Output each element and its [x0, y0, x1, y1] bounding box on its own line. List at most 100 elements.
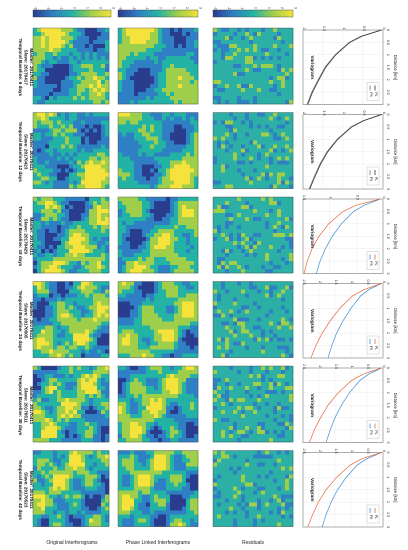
original-interferogram-panel [32, 450, 110, 527]
row-label: Phase Linked Interferograms [126, 540, 191, 546]
legend-label: PS [369, 261, 373, 266]
series-line-ps [325, 367, 382, 443]
slave-date: Slave: 20170423 [24, 134, 29, 170]
y-tick-label: 1 [350, 281, 354, 283]
series-line-ps [315, 198, 381, 274]
legend-label: PS [369, 430, 373, 435]
temporal-baseline: Temporal Baseline: 24 days [18, 291, 23, 352]
master-date: Master: 20170411 [29, 302, 34, 340]
series-line-pl [309, 114, 382, 190]
colorbar-tick-label: 3 [199, 7, 203, 9]
master-date: Master: 20170411 [29, 217, 34, 255]
x-tick-label: 3 [386, 357, 390, 359]
x-tick-label: 2.5 [386, 259, 390, 264]
colorbar-tick-label: -1 [60, 6, 64, 9]
temporal-baseline: Temporal Baseline: 12 days [18, 122, 23, 183]
original-interferogram-panel [32, 196, 110, 274]
x-tick-label: 0 [386, 114, 390, 116]
colorbar-tick-label: 2 [99, 7, 103, 9]
series-line-ps [321, 452, 382, 528]
colorbar-tick-label: 0 [73, 7, 77, 9]
y-tick-label: 1.5 [322, 26, 326, 31]
x-tick-label: 1 [386, 307, 390, 309]
series-line-pl [303, 198, 381, 274]
y-tick-label: 0.5 [355, 195, 359, 200]
x-axis-label: Distance [km] [393, 393, 398, 418]
phase-linked-interferogram-panel [117, 112, 199, 189]
temporal-baseline: Temporal Baseline: 42 days [18, 460, 23, 521]
legend-label: PL [374, 261, 378, 265]
colorbar-tick-label: 3 [112, 7, 116, 9]
x-tick-label: 1 [386, 223, 390, 225]
slave-date: Slave: 20170511 [24, 388, 29, 423]
colorbar: -3 -2 -1 0 1 2 3 [32, 6, 116, 18]
x-tick-label: 0 [386, 29, 390, 31]
x-tick-label: 0.5 [386, 293, 390, 298]
master-date: Master: 20170411 [29, 386, 34, 424]
y-tick-label: 1 [342, 112, 346, 114]
x-tick-label: 1.5 [386, 234, 390, 239]
x-tick-label: 0 [386, 283, 390, 285]
residual-panel [212, 450, 294, 527]
temporal-baseline: Temporal Baseline: 6 days [18, 38, 23, 96]
series-line-ps [308, 114, 382, 190]
chart-title: Variogram [309, 56, 315, 79]
row-label: Original Interferograms [46, 540, 98, 546]
chart-title: Variogram [309, 225, 315, 248]
y-tick-label: 1.5 [334, 449, 338, 454]
x-tick-label: 3 [386, 273, 390, 275]
slave-date: Slave: 20170523 [24, 472, 29, 508]
y-tick-label: 1 [329, 197, 333, 199]
x-tick-label: 1.5 [386, 65, 390, 70]
x-tick-label: 2.5 [386, 512, 390, 517]
variogram-chart: 0 0.5 1 1.5 2 2.5 3 0 0.5 1 1.5 2 2.5 PS PL Variogram Di… [302, 449, 398, 529]
colorbar-tick-label: -2 [227, 6, 231, 9]
phase-linked-interferogram-panel [117, 196, 199, 274]
chart-title: Variogram [309, 309, 315, 332]
y-tick-label: 1.5 [334, 280, 338, 285]
slave-date: Slave: 20170417 [24, 50, 29, 86]
variogram-chart: 0 0.5 1 1.5 2 2.5 3 0 0.5 1 1.5 2 2.5 PS PL Variogram Di… [302, 364, 398, 444]
original-interferogram-panel [32, 27, 110, 105]
interferogram-panels [32, 27, 294, 527]
x-tick-label: 2 [386, 332, 390, 334]
x-tick-label: 1 [386, 476, 390, 478]
colorbar-tick-label: 2 [185, 7, 189, 9]
colorbar-tick-label: 1 [267, 7, 271, 9]
colorbar-tick-label: -3 [119, 6, 123, 9]
master-date: Master: 20170411 [29, 471, 34, 509]
variogram-chart: 0 0.5 1 1.5 2 2.5 3 0 0.5 1 1.5 PS PL Variogram Distan… [302, 195, 398, 275]
y-tick-label: 2 [318, 366, 322, 368]
y-tick-label: 1.5 [302, 195, 306, 200]
x-tick-label: 0.5 [386, 124, 390, 129]
chart-title: Variogram [309, 478, 315, 501]
phase-linked-interferogram-panel [117, 27, 199, 105]
chart-title: Variogram [309, 140, 315, 163]
x-tick-label: 2 [386, 79, 390, 81]
x-axis-label: Distance [km] [393, 224, 398, 249]
colorbar-tick-label: 3 [294, 7, 298, 9]
x-tick-label: 1 [386, 392, 390, 394]
variogram-chart: 0 0.5 1 1.5 2 2.5 3 0 0.5 1 1.5 2 PS PL Variogram Dista… [302, 26, 398, 106]
y-tick-label: 2.5 [302, 449, 306, 454]
row-label: Residuals [242, 540, 264, 546]
x-tick-label: 0 [386, 367, 390, 369]
x-tick-label: 0.5 [386, 40, 390, 45]
x-tick-label: 0.5 [386, 209, 390, 214]
x-axis-label: Distance [km] [393, 308, 398, 333]
temporal-baseline: Temporal Baseline: 18 days [18, 206, 23, 267]
x-tick-label: 3 [386, 442, 390, 444]
x-tick-label: 0.5 [386, 462, 390, 467]
residual-panel [212, 365, 294, 443]
colorbar-tick-label: -3 [34, 6, 38, 9]
x-axis-label: Distance [km] [393, 55, 398, 80]
x-tick-label: 3 [386, 526, 390, 528]
y-tick-label: 0 [382, 112, 386, 114]
legend-label: PL [374, 177, 378, 181]
y-tick-label: 0.5 [366, 364, 370, 369]
